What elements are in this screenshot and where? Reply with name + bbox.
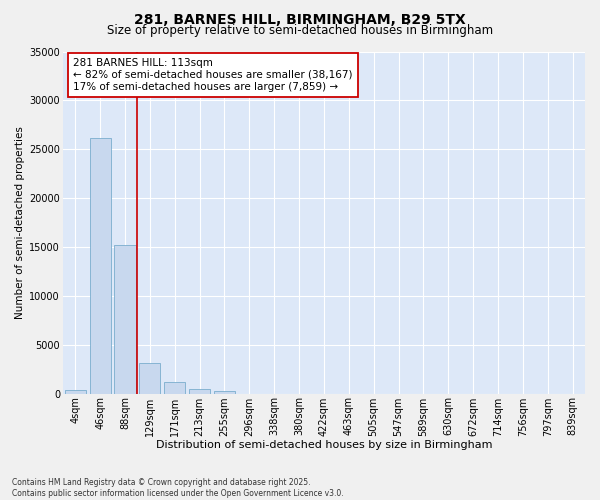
Bar bbox=[164, 382, 185, 394]
X-axis label: Distribution of semi-detached houses by size in Birmingham: Distribution of semi-detached houses by … bbox=[155, 440, 492, 450]
Text: Contains HM Land Registry data © Crown copyright and database right 2025.
Contai: Contains HM Land Registry data © Crown c… bbox=[12, 478, 344, 498]
Bar bbox=[89, 138, 110, 394]
Y-axis label: Number of semi-detached properties: Number of semi-detached properties bbox=[15, 126, 25, 319]
Bar bbox=[139, 364, 160, 394]
Text: 281, BARNES HILL, BIRMINGHAM, B29 5TX: 281, BARNES HILL, BIRMINGHAM, B29 5TX bbox=[134, 12, 466, 26]
Bar bbox=[189, 389, 210, 394]
Text: Size of property relative to semi-detached houses in Birmingham: Size of property relative to semi-detach… bbox=[107, 24, 493, 37]
Text: 281 BARNES HILL: 113sqm
← 82% of semi-detached houses are smaller (38,167)
17% o: 281 BARNES HILL: 113sqm ← 82% of semi-de… bbox=[73, 58, 353, 92]
Bar bbox=[214, 391, 235, 394]
Bar bbox=[115, 245, 136, 394]
Bar bbox=[65, 390, 86, 394]
